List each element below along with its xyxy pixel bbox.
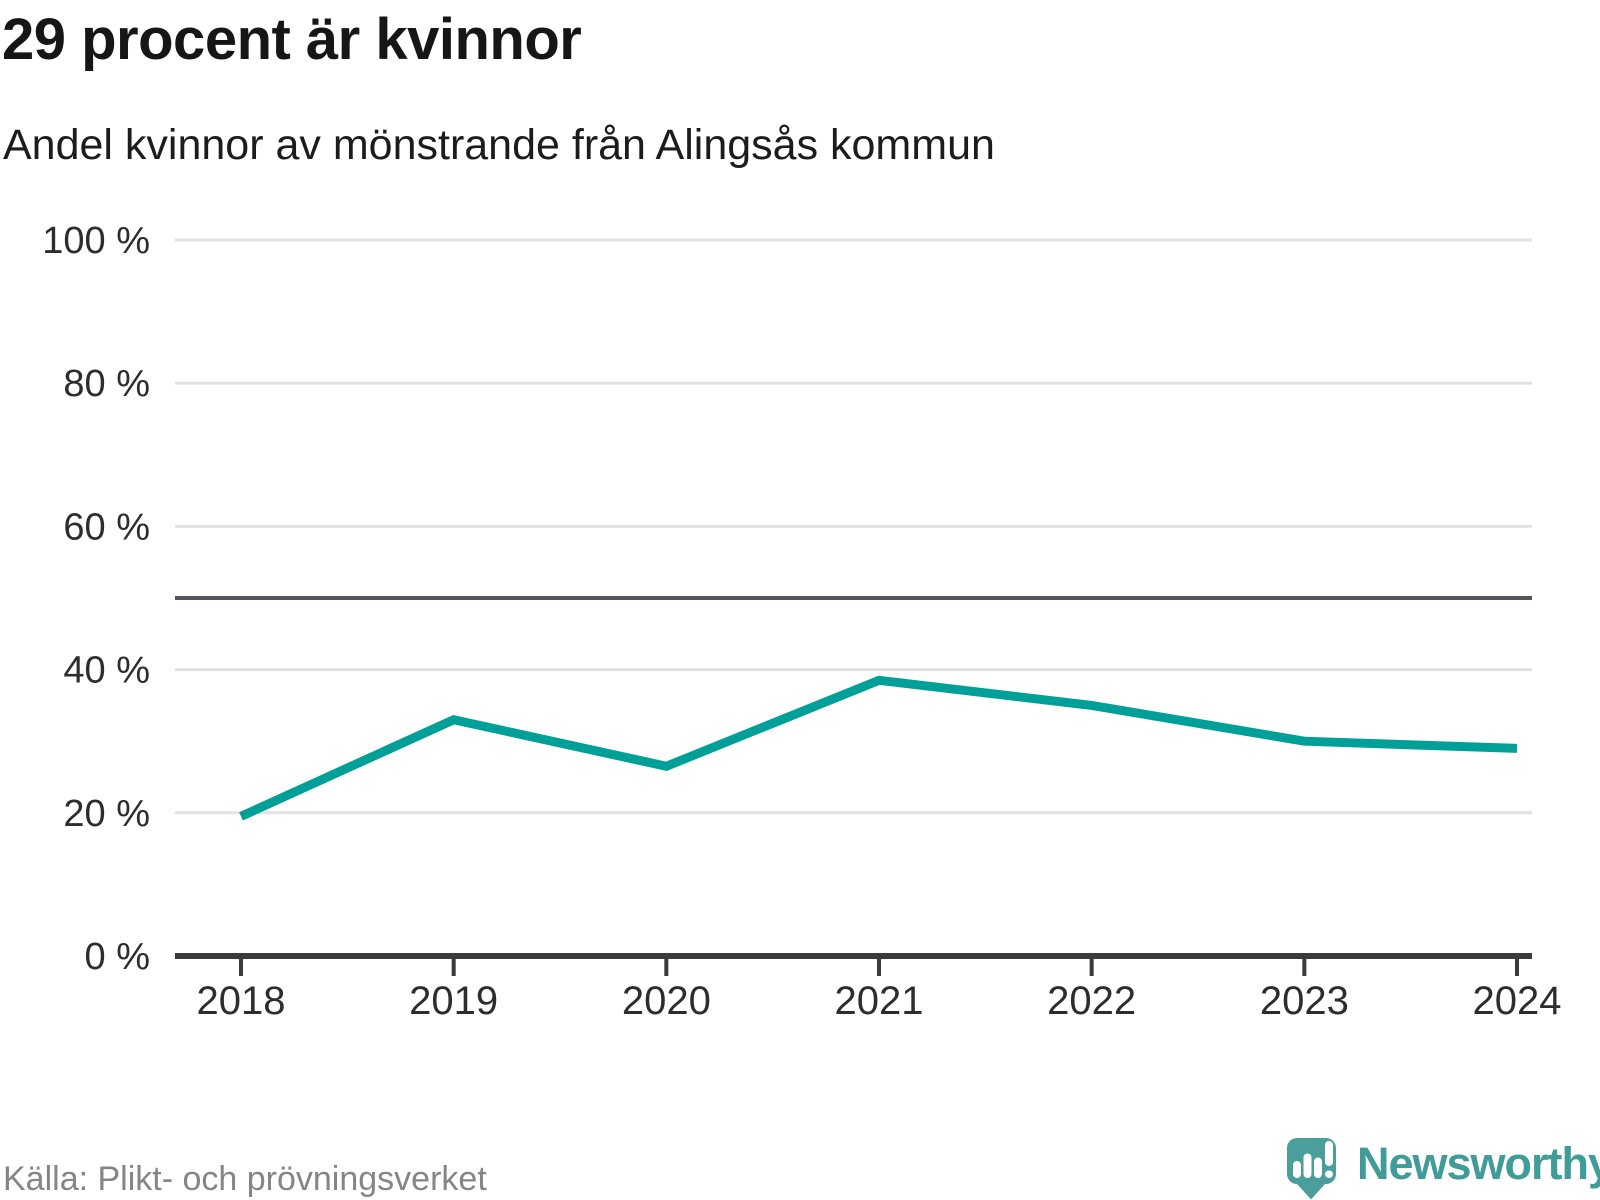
x-tick-label: 2024 xyxy=(1473,979,1562,1023)
brand-name: Newsworthy xyxy=(1357,1138,1600,1189)
y-tick-label: 40 % xyxy=(63,650,150,692)
series-line xyxy=(239,675,1518,821)
chart-title: 29 procent är kvinnor xyxy=(2,7,582,72)
chart-subtitle: Andel kvinnor av mönstrande från Alingså… xyxy=(3,121,995,169)
y-tick-label: 100 % xyxy=(42,220,150,262)
x-tick-label: 2020 xyxy=(622,979,711,1023)
source-note: Källa: Plikt- och prövningsverket xyxy=(3,1160,487,1198)
brand-logo: Newsworthy xyxy=(1287,1138,1600,1200)
x-tick-label: 2022 xyxy=(1047,979,1136,1023)
x-tick-label: 2018 xyxy=(197,979,286,1023)
newsworthy-pin-chart-icon xyxy=(1287,1138,1336,1200)
x-tick-label: 2019 xyxy=(409,979,498,1023)
y-tick-label: 60 % xyxy=(63,506,150,548)
y-tick-label: 0 % xyxy=(85,936,150,978)
x-tick-label: 2021 xyxy=(835,979,924,1023)
y-tick-label: 80 % xyxy=(63,363,150,405)
y-tick-label: 20 % xyxy=(63,793,150,835)
x-tick-label: 2023 xyxy=(1260,979,1349,1023)
